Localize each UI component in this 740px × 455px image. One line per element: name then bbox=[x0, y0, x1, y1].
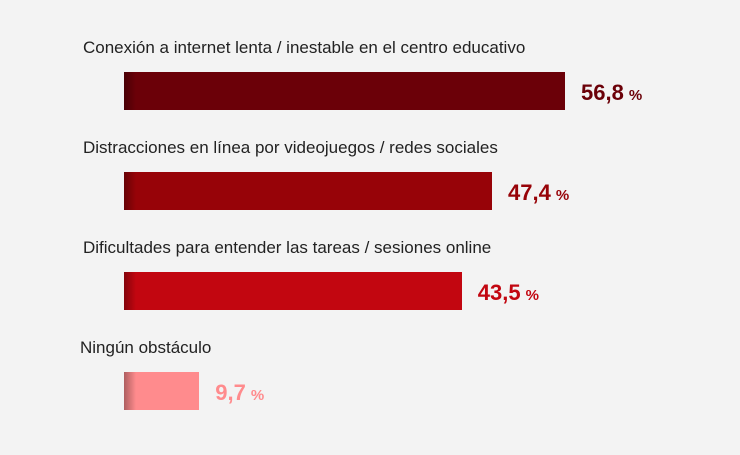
value-number: 47,4 bbox=[508, 180, 551, 205]
value-number: 56,8 bbox=[581, 80, 624, 105]
bar bbox=[124, 372, 200, 410]
value-unit: % bbox=[250, 387, 265, 404]
bar-shadow bbox=[124, 172, 136, 210]
bar-shadow bbox=[124, 272, 136, 310]
value-label: 43,5% bbox=[478, 282, 539, 304]
bar-shadow bbox=[124, 72, 136, 110]
value-unit: % bbox=[555, 187, 570, 204]
bar-shadow bbox=[124, 372, 136, 410]
category-label: Conexión a internet lenta / inestable en… bbox=[83, 38, 526, 57]
value-label: 47,4% bbox=[508, 182, 569, 204]
value-label: 56,8% bbox=[581, 82, 642, 104]
value-unit: % bbox=[628, 87, 643, 104]
value-number: 9,7 bbox=[215, 380, 246, 405]
value-unit: % bbox=[525, 287, 539, 304]
category-label: Ningún obstáculo bbox=[80, 338, 212, 357]
bar bbox=[124, 72, 565, 110]
bar bbox=[124, 172, 493, 210]
value-number: 43,5 bbox=[477, 280, 521, 305]
category-label: Dificultades para entender las tareas / … bbox=[83, 238, 492, 257]
category-label: Distracciones en línea por videojuegos /… bbox=[83, 138, 498, 157]
bar bbox=[124, 272, 462, 310]
value-label: 9,7% bbox=[215, 382, 264, 404]
